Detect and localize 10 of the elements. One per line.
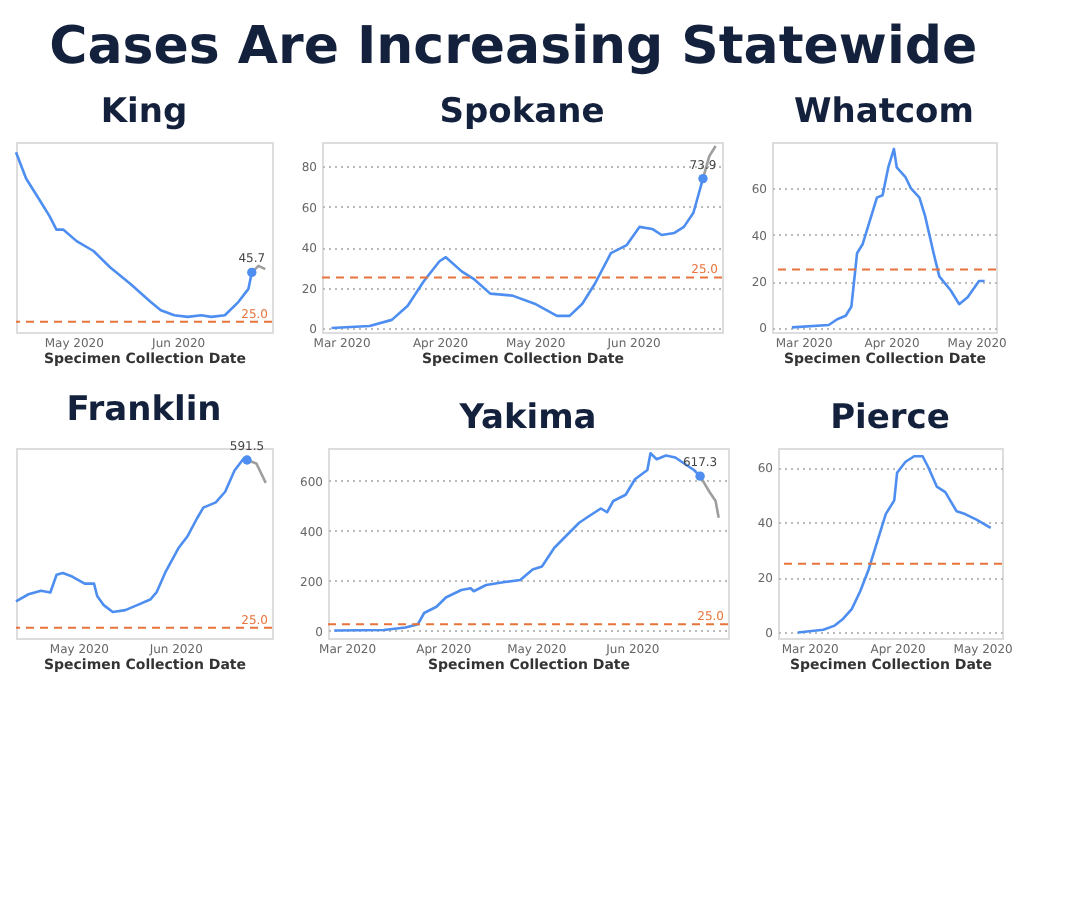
chart-title: Pierce	[830, 398, 950, 438]
chart-title: King	[100, 92, 188, 132]
line-series	[796, 454, 992, 634]
chart-title: Franklin	[66, 389, 222, 430]
line-series	[698, 474, 720, 520]
chart-title: Whatcom	[794, 92, 974, 132]
line-series	[790, 147, 986, 329]
chart-title: Spokane	[439, 92, 605, 132]
chart-title: Yakima	[457, 398, 597, 438]
text: Cases Are Increasing Statewide	[49, 17, 978, 77]
